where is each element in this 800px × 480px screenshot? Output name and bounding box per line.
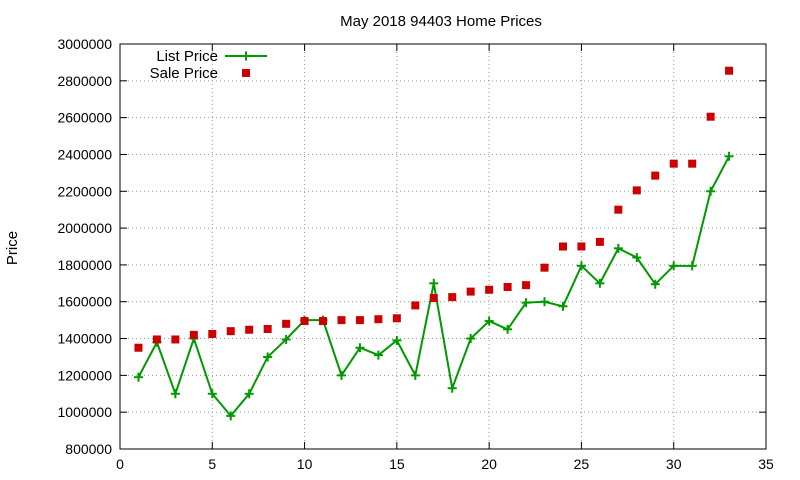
data-point bbox=[244, 389, 254, 399]
y-tick-label: 1000000 bbox=[57, 404, 112, 420]
data-point bbox=[207, 389, 217, 399]
data-point bbox=[300, 317, 309, 326]
data-point bbox=[281, 334, 291, 344]
data-point bbox=[651, 171, 660, 180]
x-tick-label: 10 bbox=[297, 456, 313, 472]
data-point bbox=[392, 335, 402, 345]
x-tick-label: 15 bbox=[389, 456, 405, 472]
data-point bbox=[650, 279, 660, 289]
data-point bbox=[170, 389, 180, 399]
data-point bbox=[706, 186, 716, 196]
y-tick-label: 1200000 bbox=[57, 367, 112, 383]
series-2 bbox=[134, 66, 734, 352]
data-point bbox=[466, 287, 475, 296]
data-point bbox=[226, 411, 236, 421]
data-point bbox=[484, 316, 494, 326]
data-point bbox=[152, 335, 161, 344]
data-point bbox=[208, 329, 217, 338]
data-point bbox=[263, 352, 273, 362]
y-tick-label: 3000000 bbox=[57, 36, 112, 52]
data-point bbox=[466, 334, 476, 344]
data-point bbox=[540, 297, 550, 307]
x-tick-label: 30 bbox=[666, 456, 682, 472]
data-point bbox=[595, 278, 605, 288]
legend-marker bbox=[242, 69, 250, 77]
y-tick-label: 2200000 bbox=[57, 183, 112, 199]
data-point bbox=[558, 242, 567, 251]
data-point bbox=[226, 327, 235, 336]
series-1 bbox=[133, 151, 734, 421]
data-point bbox=[282, 319, 291, 328]
data-point bbox=[688, 159, 697, 168]
data-point bbox=[522, 281, 531, 290]
data-point bbox=[355, 316, 364, 325]
data-point bbox=[558, 301, 568, 311]
data-point bbox=[614, 205, 623, 214]
data-point bbox=[263, 324, 272, 333]
y-tick-label: 1400000 bbox=[57, 331, 112, 347]
data-point bbox=[448, 293, 457, 302]
data-point bbox=[669, 159, 678, 168]
legend-label: Sale Price bbox=[150, 65, 218, 82]
data-point bbox=[613, 243, 623, 253]
y-tick-label: 2800000 bbox=[57, 73, 112, 89]
data-point bbox=[577, 242, 586, 251]
data-point bbox=[319, 317, 328, 326]
y-tick-label: 2400000 bbox=[57, 146, 112, 162]
data-point bbox=[374, 315, 383, 324]
data-point bbox=[336, 370, 346, 380]
data-point bbox=[373, 350, 383, 360]
data-point bbox=[429, 294, 438, 303]
data-point bbox=[576, 261, 586, 271]
plot-frame bbox=[119, 43, 767, 450]
data-point bbox=[595, 237, 604, 246]
data-point bbox=[171, 335, 180, 344]
y-tick-label: 2000000 bbox=[57, 220, 112, 236]
x-tick-label: 5 bbox=[208, 456, 216, 472]
plot-area bbox=[133, 66, 734, 421]
chart-title: May 2018 94403 Home Prices bbox=[340, 13, 542, 30]
y-tick-label: 1600000 bbox=[57, 294, 112, 310]
data-point bbox=[687, 261, 697, 271]
data-point bbox=[632, 186, 641, 195]
y-tick-label: 800000 bbox=[65, 441, 112, 457]
data-point bbox=[133, 372, 143, 382]
x-tick-label: 20 bbox=[481, 456, 497, 472]
axis-ticks: 800000 1000000 1200000 1400000 1600000 180000… bbox=[57, 36, 774, 472]
data-point bbox=[429, 278, 439, 288]
x-tick-label: 25 bbox=[574, 456, 590, 472]
legend-marker bbox=[241, 51, 251, 61]
data-point bbox=[392, 314, 401, 323]
data-point bbox=[485, 285, 494, 294]
data-point bbox=[725, 66, 734, 75]
data-point bbox=[355, 343, 365, 353]
data-point bbox=[724, 151, 734, 161]
data-point bbox=[245, 325, 254, 334]
y-axis-label: Price bbox=[4, 231, 21, 265]
x-tick-label: 0 bbox=[116, 456, 124, 472]
data-point bbox=[540, 263, 549, 272]
y-tick-label: 2600000 bbox=[57, 110, 112, 126]
data-point bbox=[410, 370, 420, 380]
x-tick-label: 35 bbox=[758, 456, 774, 472]
data-point bbox=[521, 298, 531, 308]
data-point bbox=[632, 253, 642, 263]
legend-label: List Price bbox=[156, 48, 218, 65]
data-point bbox=[669, 261, 679, 271]
gridlines bbox=[120, 44, 766, 449]
data-point bbox=[411, 301, 420, 310]
data-point bbox=[503, 283, 512, 291]
data-point bbox=[337, 316, 346, 325]
data-point bbox=[503, 324, 513, 334]
y-tick-label: 1800000 bbox=[57, 257, 112, 273]
data-point bbox=[706, 112, 715, 121]
data-point bbox=[134, 343, 143, 352]
data-point bbox=[189, 330, 198, 339]
data-point bbox=[447, 383, 457, 393]
